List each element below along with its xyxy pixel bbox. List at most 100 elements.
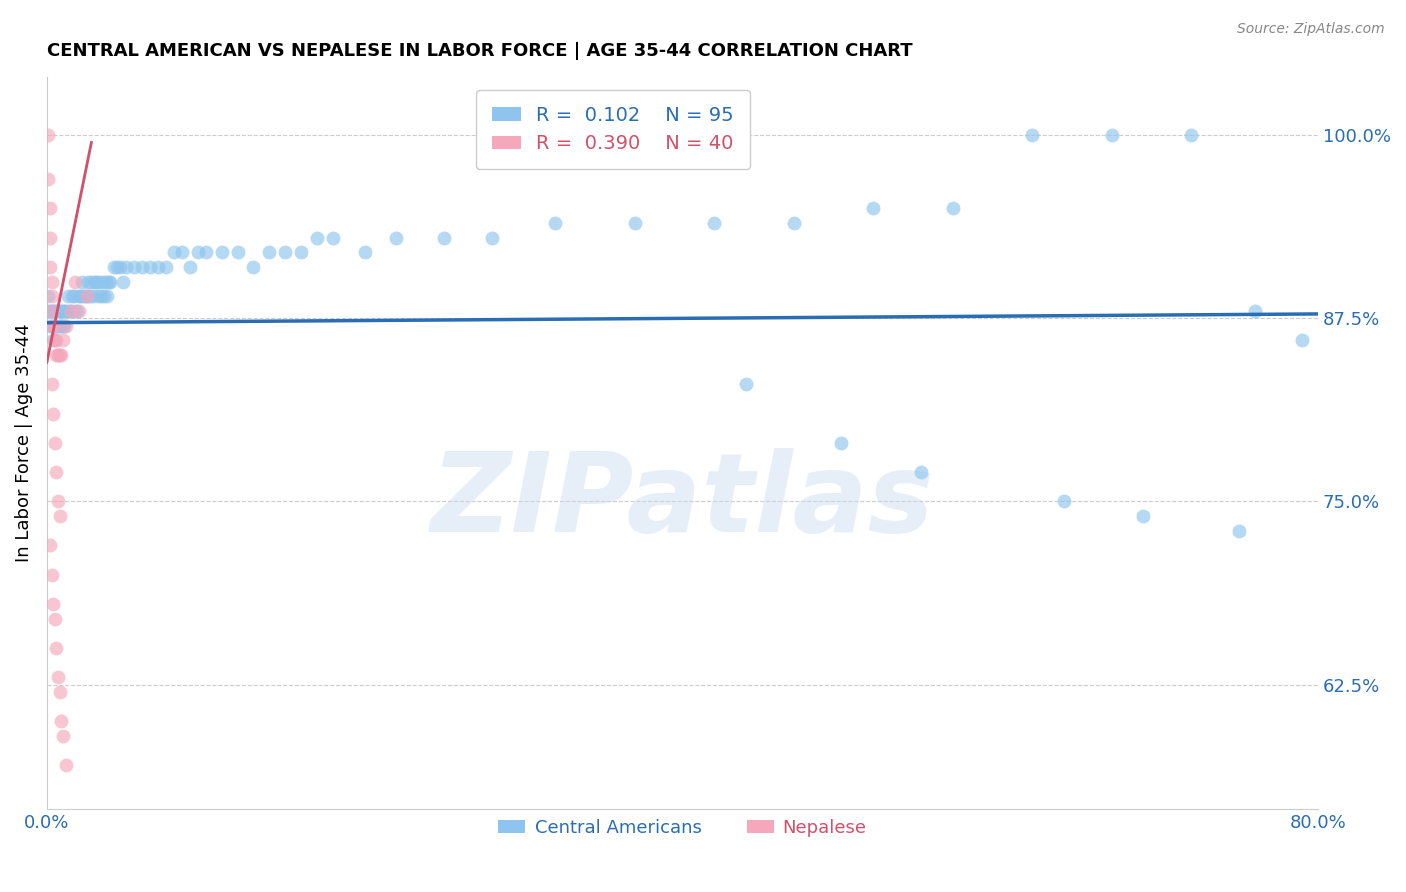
Point <box>481 231 503 245</box>
Point <box>37 304 59 318</box>
Point <box>290 245 312 260</box>
Point <box>735 377 758 392</box>
Point <box>80 275 103 289</box>
Point <box>322 231 344 245</box>
Point <box>91 275 114 289</box>
Point <box>44 334 66 348</box>
Point <box>45 465 67 479</box>
Point <box>87 289 110 303</box>
Point <box>703 216 725 230</box>
Point <box>58 304 80 318</box>
Point <box>259 245 281 260</box>
Point <box>51 348 73 362</box>
Point <box>93 289 115 303</box>
Point <box>910 465 932 479</box>
Point <box>1021 128 1043 143</box>
Point <box>242 260 264 274</box>
Point <box>48 348 70 362</box>
Point <box>52 318 75 333</box>
Point <box>194 245 217 260</box>
Point <box>1132 509 1154 524</box>
Point <box>100 275 122 289</box>
Point <box>73 289 96 303</box>
Point <box>52 334 75 348</box>
Point <box>48 509 70 524</box>
Point <box>41 304 63 318</box>
Text: ZIPatlas: ZIPatlas <box>430 448 935 555</box>
Point <box>76 289 98 303</box>
Point <box>385 231 408 245</box>
Legend: Central Americans, Nepalese: Central Americans, Nepalese <box>491 812 875 844</box>
Point <box>52 729 75 743</box>
Point <box>89 275 111 289</box>
Point <box>77 275 100 289</box>
Point <box>139 260 162 274</box>
Point <box>37 172 59 186</box>
Point <box>76 289 98 303</box>
Point <box>46 348 69 362</box>
Point <box>44 334 66 348</box>
Point <box>112 275 135 289</box>
Point <box>39 202 62 216</box>
Point <box>69 289 91 303</box>
Point <box>72 289 94 303</box>
Point <box>44 435 66 450</box>
Point <box>53 304 76 318</box>
Point <box>41 304 63 318</box>
Point <box>51 304 73 318</box>
Point <box>783 216 806 230</box>
Point <box>155 260 177 274</box>
Point <box>942 202 965 216</box>
Point <box>46 348 69 362</box>
Point <box>66 304 89 318</box>
Point <box>48 304 70 318</box>
Point <box>37 128 59 143</box>
Point <box>70 275 93 289</box>
Point <box>82 289 104 303</box>
Point <box>63 289 86 303</box>
Point <box>44 304 66 318</box>
Point <box>105 260 128 274</box>
Point <box>39 231 62 245</box>
Point <box>84 275 107 289</box>
Point <box>39 318 62 333</box>
Point <box>45 334 67 348</box>
Point <box>48 318 70 333</box>
Point <box>44 318 66 333</box>
Point <box>353 245 375 260</box>
Point <box>45 304 67 318</box>
Point <box>79 289 101 303</box>
Point <box>67 289 90 303</box>
Point <box>42 318 65 333</box>
Point <box>42 318 65 333</box>
Point <box>59 304 82 318</box>
Point <box>60 289 83 303</box>
Point <box>830 435 852 450</box>
Point <box>55 758 77 772</box>
Point <box>1227 524 1250 538</box>
Point <box>108 260 131 274</box>
Point <box>41 318 63 333</box>
Point <box>433 231 456 245</box>
Point <box>624 216 647 230</box>
Point <box>37 289 59 303</box>
Y-axis label: In Labor Force | Age 35-44: In Labor Force | Age 35-44 <box>15 324 32 562</box>
Point <box>42 597 65 611</box>
Point <box>59 304 82 318</box>
Point <box>41 289 63 303</box>
Point <box>41 275 63 289</box>
Point <box>170 245 193 260</box>
Text: CENTRAL AMERICAN VS NEPALESE IN LABOR FORCE | AGE 35-44 CORRELATION CHART: CENTRAL AMERICAN VS NEPALESE IN LABOR FO… <box>46 42 912 60</box>
Point <box>65 304 87 318</box>
Point <box>39 538 62 552</box>
Point <box>39 260 62 274</box>
Point <box>41 567 63 582</box>
Point <box>187 245 209 260</box>
Point <box>96 289 118 303</box>
Point <box>862 202 884 216</box>
Point <box>46 318 69 333</box>
Point <box>42 304 65 318</box>
Point <box>46 304 69 318</box>
Point <box>45 318 67 333</box>
Point <box>55 304 77 318</box>
